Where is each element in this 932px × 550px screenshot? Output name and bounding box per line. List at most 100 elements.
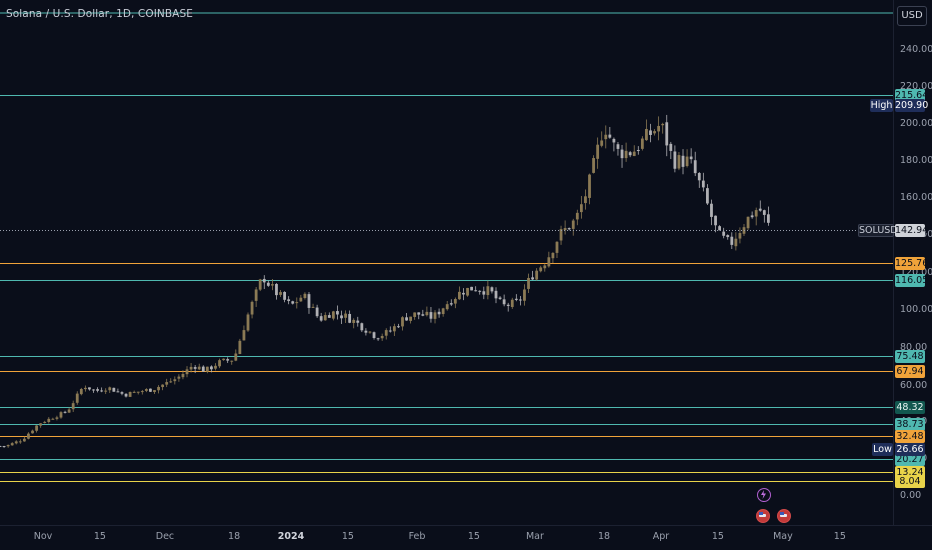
currency-button[interactable]: USD [897,6,927,26]
time-tick-label: 2024 [277,531,305,542]
candle [352,318,356,329]
candle [27,432,30,440]
candle [79,387,83,396]
candle [653,129,656,136]
candle [425,306,429,317]
time-tick-label: 15 [833,531,846,542]
level-price-tag: 8.04 [895,475,925,488]
candle [726,234,730,240]
candle [510,297,514,309]
level-price-tag: 48.32 [895,401,925,414]
candle [466,287,469,297]
candle [405,313,408,321]
candle [22,436,26,442]
candle [730,232,734,250]
lightning-event-icon[interactable] [757,488,771,502]
candle [486,280,490,300]
candle [490,286,494,294]
candle [575,209,579,226]
candle [331,310,335,321]
candle [762,209,766,223]
candle [165,378,169,388]
time-tick-label: 15 [93,531,106,542]
candle [2,445,6,448]
price-tick-label: 160.00 [900,192,932,203]
time-tick-label: 18 [228,531,241,542]
candle [344,310,347,323]
candle [693,151,697,177]
candle [685,149,689,168]
candle [535,268,539,281]
candle [31,429,34,434]
candle [571,218,575,236]
candle [372,331,376,340]
candle [429,306,433,323]
last-price-symbol-tag: SOLUSD [858,224,898,237]
candles-layer [0,114,770,448]
candle [287,296,291,305]
time-tick-label: Apr [652,531,670,542]
candle [157,385,160,394]
candle [14,440,18,445]
level-lines [0,12,893,482]
candle [612,137,616,152]
chart-title: Solana / U.S. Dollar, 1D, COINBASE [6,8,193,20]
candle [258,278,262,292]
candle [75,391,79,405]
candle [588,173,591,205]
candle [51,417,55,420]
candle [364,328,368,336]
candle [177,374,181,382]
time-tick-label: 15 [341,531,354,542]
candle [161,384,165,391]
candle [210,365,213,373]
candle [640,136,644,151]
candle [92,389,95,393]
price-tick-label: 120.00 [900,267,932,279]
candle [384,328,388,340]
candle [697,172,701,188]
price-tick-label: 220.00 [900,81,932,92]
candle [144,388,148,393]
candle [645,119,648,141]
time-tick-label: May [773,531,793,542]
candle [96,387,99,393]
candle [551,252,555,264]
candle [478,290,482,295]
candle [632,145,636,157]
candle [218,358,221,369]
candle [149,388,152,393]
level-price-tag: 215.64 [895,89,929,102]
candle [441,307,445,317]
candle [555,241,559,259]
price-tick-label: 60.00 [900,379,928,391]
candle [120,391,124,396]
candle [766,206,770,226]
candle [291,300,295,305]
candle [43,420,47,424]
candle [315,304,319,318]
time-tick-label: Nov [33,531,53,542]
candle [661,122,665,134]
candle [453,297,457,309]
candle [547,251,551,268]
low-value-tag: 26.66 [895,443,925,456]
candle [88,387,91,391]
candle [445,300,449,311]
us-flag-event-icon[interactable] [756,509,770,523]
candle [356,316,360,327]
candle [523,284,526,306]
candle [681,149,685,175]
candle [6,444,10,448]
time-tick-label: Dec [155,531,175,542]
candle [718,225,722,231]
us-flag-event-icon[interactable] [777,509,791,523]
candle [100,387,104,393]
candle [0,445,2,447]
candle [388,326,392,333]
candle [714,215,717,233]
candle [173,376,177,385]
candle [67,407,71,413]
